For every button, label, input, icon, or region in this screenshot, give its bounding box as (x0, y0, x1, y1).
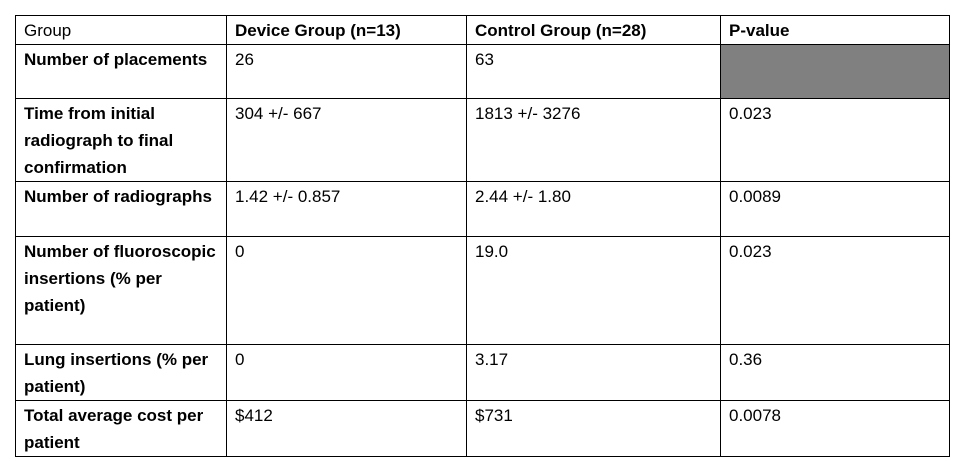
cell: 26 (226, 44, 467, 99)
cell: 0 (226, 236, 467, 345)
cell: $412 (226, 400, 467, 457)
table-row: Lung insertions (% per patient) 0 3.17 0.36 (15, 344, 950, 401)
row-label: Number of placements (15, 44, 227, 99)
row-label: Lung insertions (% per patient) (15, 344, 227, 401)
empty-cell (720, 44, 950, 99)
row-label: Number of fluoroscopic insertions (% per… (15, 236, 227, 345)
cell: 0.023 (720, 236, 950, 345)
cell: 0 (226, 344, 467, 401)
header-cell: P-value (720, 15, 950, 45)
cell: 63 (466, 44, 721, 99)
header-cell: Group (15, 15, 227, 45)
cell: $731 (466, 400, 721, 457)
cell: 1.42 +/- 0.857 (226, 181, 467, 237)
header-row: Group Device Group (n=13) Control Group … (15, 15, 950, 45)
cell: 1813 +/- 3276 (466, 98, 721, 182)
row-label: Number of radiographs (15, 181, 227, 237)
cell: 2.44 +/- 1.80 (466, 181, 721, 237)
table-row: Total average cost per patient $412 $731 0.… (15, 400, 950, 457)
header-cell: Device Group (n=13) (226, 15, 467, 45)
table-row: Number of radiographs 1.42 +/- 0.857 2.44 … (15, 181, 950, 237)
cell: 304 +/- 667 (226, 98, 467, 182)
cell: 19.0 (466, 236, 721, 345)
table-body: Group Device Group (n=13) Control Group … (15, 15, 950, 457)
header-cell: Control Group (n=28) (466, 15, 721, 45)
table-row: Number of placements 26 63 (15, 44, 950, 99)
table-row: Number of fluoroscopic insertions (% per… (15, 236, 950, 345)
cell: 0.0089 (720, 181, 950, 237)
cell: 3.17 (466, 344, 721, 401)
cell: 0.023 (720, 98, 950, 182)
results-table: Group Device Group (n=13) Control Group … (15, 15, 950, 457)
row-label: Total average cost per patient (15, 400, 227, 457)
row-label: Time from initial radiograph to final co… (15, 98, 227, 182)
cell: 0.0078 (720, 400, 950, 457)
cell: 0.36 (720, 344, 950, 401)
table-row: Time from initial radiograph to final co… (15, 98, 950, 182)
